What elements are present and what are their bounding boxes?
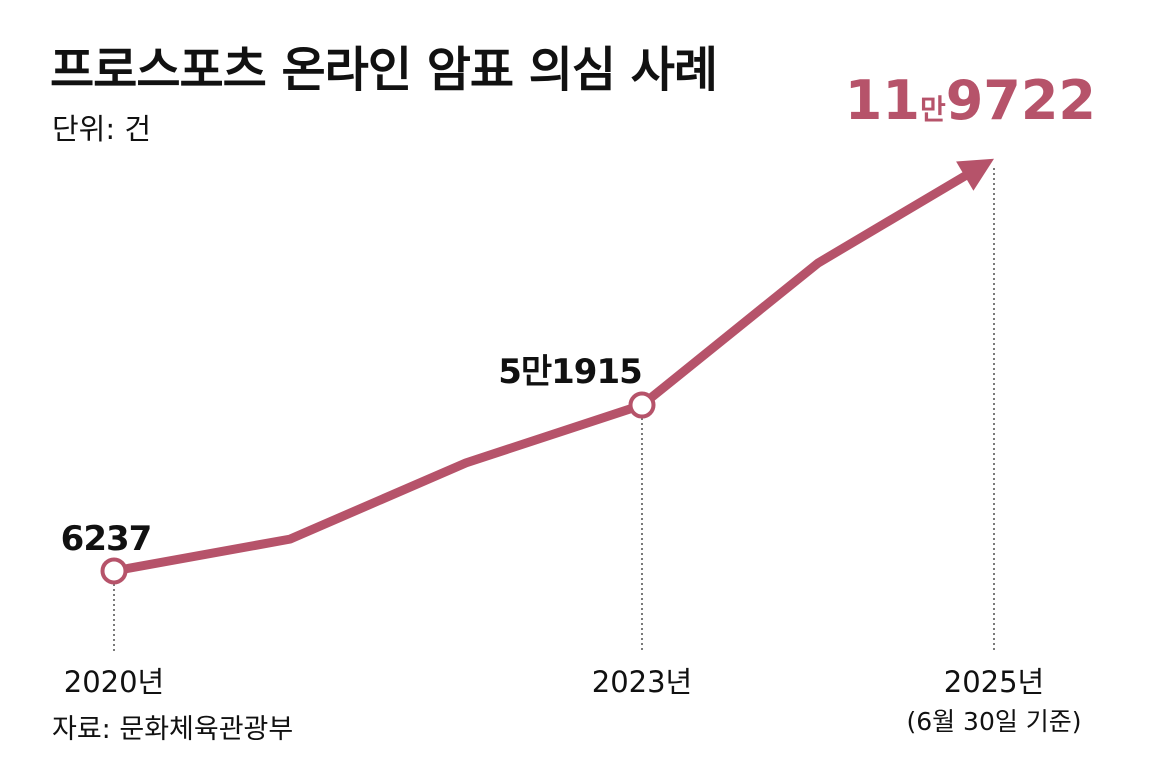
unit-label: 단위: 건	[52, 112, 152, 146]
point-marker-2020	[100, 557, 128, 585]
arrowhead-2025	[956, 158, 994, 191]
x-tick-label-2025: 2025년	[944, 665, 1044, 699]
source-note: 자료: 문화체육관광부	[52, 714, 294, 745]
series-line	[109, 169, 973, 576]
x-tick-sublabel-2025: (6월 30일 기준)	[906, 707, 1081, 736]
point-marker-2023	[628, 391, 656, 419]
x-tick-label-2020: 2020년	[64, 665, 164, 699]
data-label-2023: 5만1915	[498, 352, 642, 392]
data-label-part-1: 만	[920, 93, 946, 126]
data-label-2020: 6237	[61, 519, 152, 559]
data-label-part-2: 9722	[946, 69, 1096, 132]
x-tick-label-2023: 2023년	[592, 665, 692, 699]
chart-title: 프로스포츠 온라인 암표 의심 사례	[50, 42, 718, 98]
data-label-part-0: 11	[845, 69, 920, 132]
data-label-2025: 11만9722	[845, 69, 1096, 132]
